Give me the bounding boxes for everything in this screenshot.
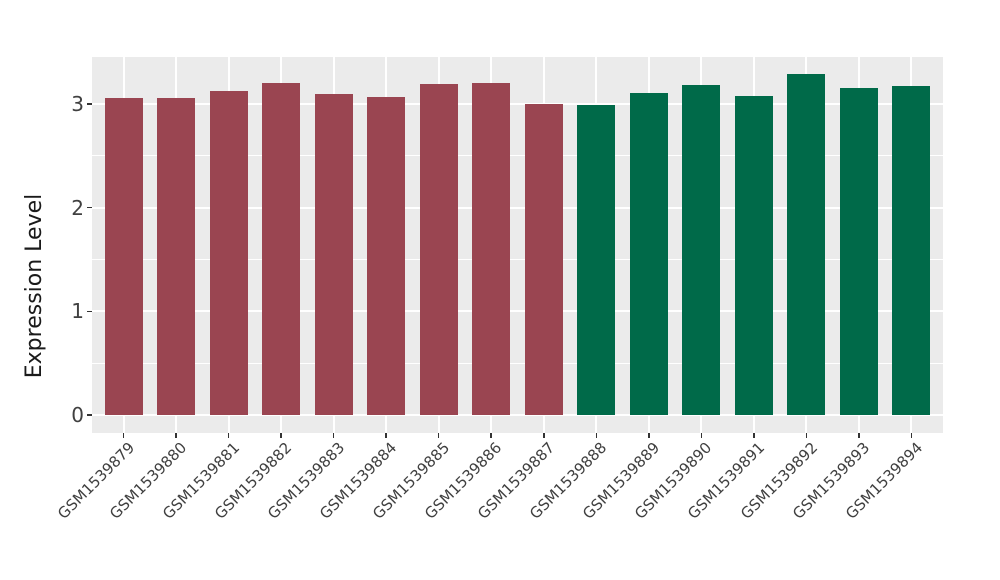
- gridline-minor-y-1.5: [92, 258, 943, 260]
- bar-GSM1539892: [787, 73, 826, 415]
- bar-GSM1539885: [419, 84, 458, 415]
- bar-GSM1539882: [262, 83, 301, 415]
- bar-GSM1539887: [524, 103, 563, 415]
- bar-GSM1539893: [839, 88, 878, 415]
- gridline-major-y-3: [92, 102, 943, 105]
- bar-GSM1539884: [367, 96, 406, 415]
- y-tick-label-2: 2: [71, 195, 84, 220]
- bar-GSM1539883: [314, 93, 353, 415]
- gridline-minor-y-0.5: [92, 362, 943, 364]
- bar-GSM1539879: [104, 97, 143, 415]
- x-tick-mark-GSM1539893: [858, 433, 860, 438]
- bar-GSM1539890: [682, 85, 721, 415]
- x-tick-mark-GSM1539890: [700, 433, 703, 438]
- x-tick-mark-GSM1539884: [385, 433, 387, 438]
- bar-GSM1539891: [734, 95, 773, 415]
- x-tick-mark-GSM1539882: [280, 433, 282, 438]
- bar-GSM1539881: [209, 90, 248, 415]
- x-tick-mark-GSM1539879: [122, 433, 125, 438]
- x-tick-mark-GSM1539889: [648, 433, 650, 438]
- gridline-major-y-1: [92, 310, 943, 313]
- plot-panel: [92, 57, 943, 433]
- x-tick-mark-GSM1539883: [332, 433, 335, 438]
- bar-GSM1539886: [472, 83, 511, 415]
- x-tick-mark-GSM1539886: [490, 433, 492, 438]
- y-tick-label-3: 3: [71, 91, 84, 116]
- x-tick-mark-GSM1539892: [805, 433, 808, 438]
- x-tick-mark-GSM1539881: [227, 433, 230, 438]
- gridline-major-y-2: [92, 206, 943, 209]
- y-tick-mark-2: [87, 206, 92, 209]
- bar-GSM1539880: [157, 97, 196, 415]
- y-axis-title: Expression Level: [22, 193, 47, 379]
- gridline-minor-y-2.5: [92, 155, 943, 157]
- x-tick-mark-GSM1539894: [910, 433, 913, 438]
- y-tick-label-0: 0: [71, 403, 84, 427]
- y-tick-mark-1: [87, 310, 92, 313]
- bar-GSM1539889: [629, 92, 668, 415]
- y-tick-label-1: 1: [71, 299, 84, 324]
- x-tick-mark-GSM1539888: [595, 433, 598, 438]
- y-tick-mark-0: [87, 414, 92, 416]
- x-tick-mark-GSM1539887: [543, 433, 545, 438]
- x-tick-mark-GSM1539880: [175, 433, 177, 438]
- bar-GSM1539888: [577, 105, 616, 415]
- x-tick-mark-GSM1539885: [437, 433, 440, 438]
- x-tick-mark-GSM1539891: [753, 433, 755, 438]
- bar-GSM1539894: [892, 86, 931, 415]
- y-tick-mark-3: [87, 103, 92, 105]
- gridline-major-y-0: [92, 414, 943, 416]
